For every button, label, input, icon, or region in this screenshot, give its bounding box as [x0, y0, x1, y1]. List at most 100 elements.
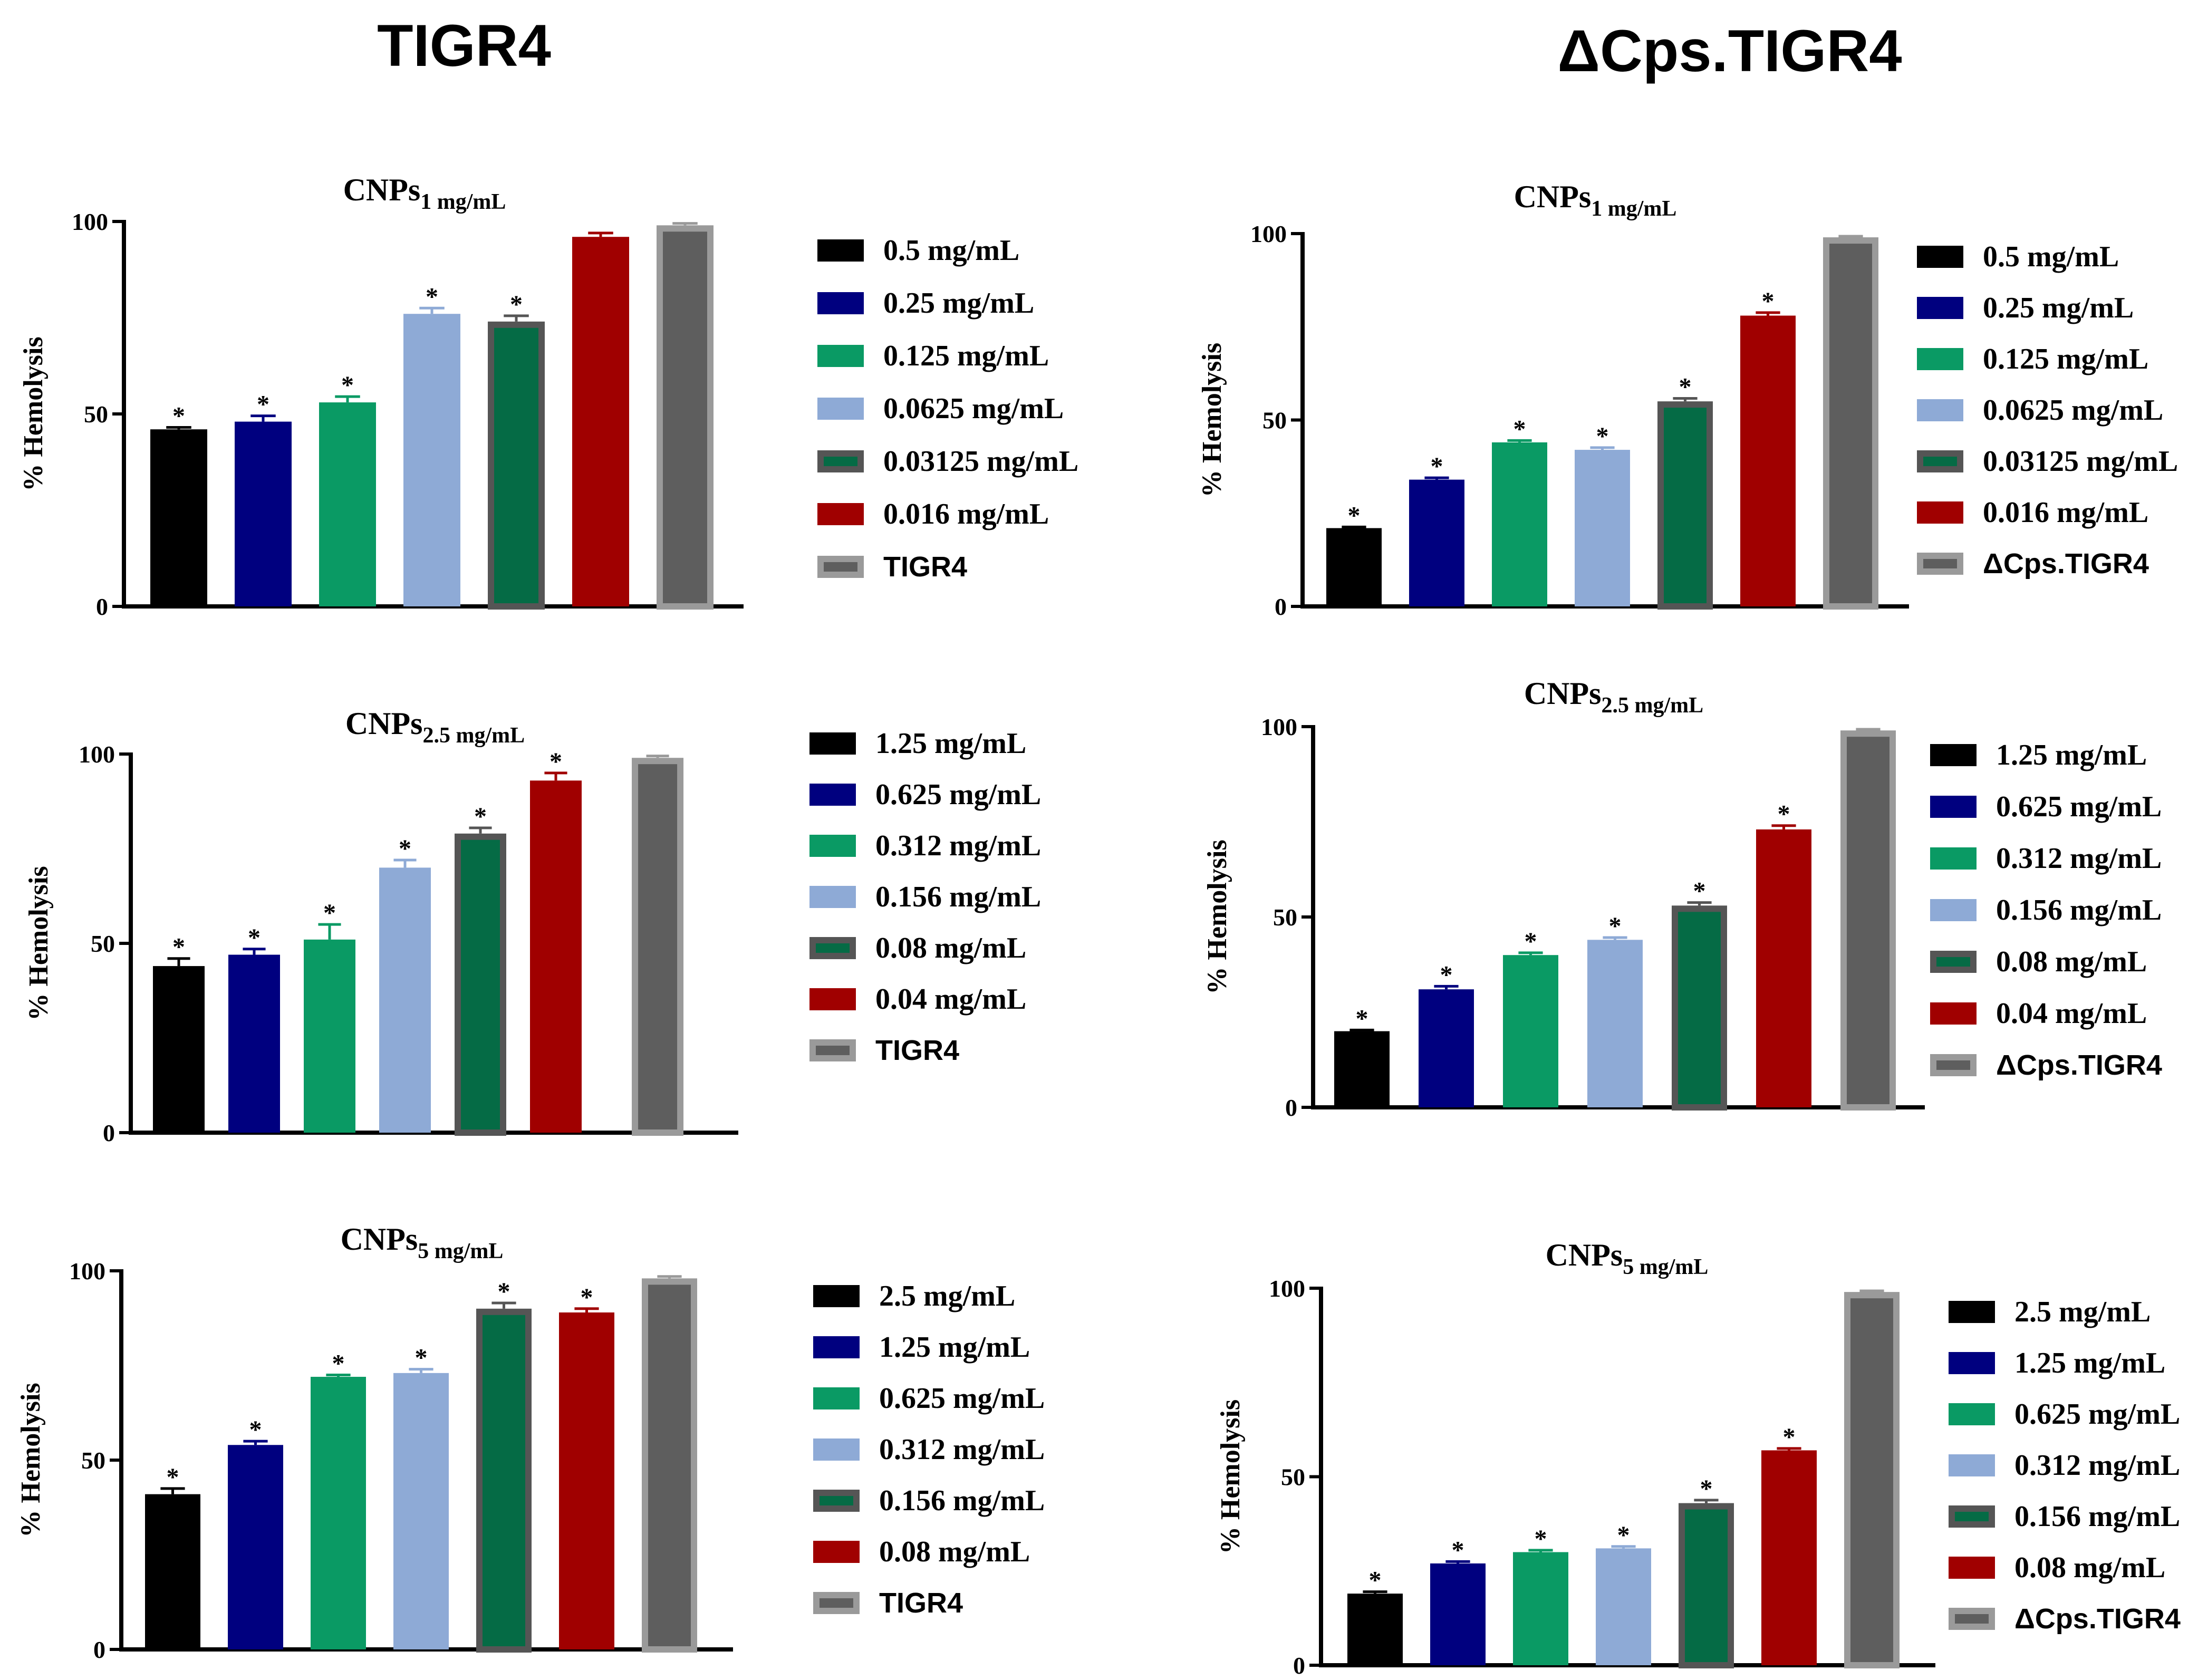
legend-swatch-7	[1917, 553, 1963, 575]
legend-label-5: 0.03125 mg/mL	[1983, 445, 2178, 478]
bar-1	[1347, 1594, 1403, 1665]
significance-star: *	[399, 835, 411, 863]
chart-panel-4: CNPs2.5 mg/mL % Hemolysis 0 50 100 * * * * * * 1.25…	[1202, 676, 2162, 1121]
legend-swatch-5	[1930, 951, 1977, 973]
significance-star: *	[498, 1278, 510, 1306]
legend-swatch-5	[1949, 1505, 1995, 1528]
bar-2	[1419, 989, 1474, 1107]
chart-title-main: CNPs	[1524, 676, 1602, 711]
y-tick-label: 50	[1281, 1464, 1305, 1491]
legend-swatch-7	[813, 1592, 860, 1614]
significance-star: *	[172, 402, 185, 430]
chart-title: CNPs2.5 mg/mL	[1524, 676, 1703, 718]
bar-4	[1587, 940, 1643, 1107]
legend-label-1: 2.5 mg/mL	[2014, 1296, 2151, 1328]
legend-label-7: TIGR4	[883, 551, 967, 583]
significance-star: *	[1452, 1536, 1464, 1564]
significance-star: *	[1609, 912, 1622, 940]
chart-title: CNPs5 mg/mL	[341, 1222, 504, 1263]
chart-panel-6: CNPs5 mg/mL % Hemolysis 0 50 100 * * * * * * 2.5 mg…	[1216, 1238, 2181, 1679]
significance-star: *	[550, 748, 562, 776]
bar-3	[304, 939, 355, 1133]
y-tick-label: 100	[1269, 1275, 1305, 1302]
y-tick-label: 50	[91, 930, 115, 957]
y-axis-label: % Hemolysis	[1216, 1399, 1246, 1554]
significance-star: *	[332, 1349, 345, 1377]
legend-swatch-4	[1917, 399, 1963, 421]
bar-4	[1575, 450, 1630, 606]
legend-label-2: 1.25 mg/mL	[879, 1331, 1030, 1364]
chart-title-main: CNPs	[1514, 179, 1592, 214]
y-axis-label: % Hemolysis	[24, 866, 54, 1020]
bar-4	[1596, 1548, 1651, 1665]
legend-swatch-4	[1930, 899, 1977, 921]
legend-label-7: ΔCps.TIGR4	[1983, 548, 2149, 580]
bar-6	[572, 237, 629, 606]
bar-2	[235, 421, 292, 606]
chart-panel-3: CNPs2.5 mg/mL % Hemolysis 0 50 100 * * * * * * 1.25…	[24, 706, 1041, 1146]
significance-star: *	[1778, 800, 1790, 828]
y-tick-label: 0	[1293, 1652, 1305, 1679]
legend-label-3: 0.625 mg/mL	[879, 1382, 1045, 1415]
legend-swatch-5	[1917, 450, 1963, 472]
bar-2	[1409, 479, 1464, 606]
legend-label-7: ΔCps.TIGR4	[1996, 1049, 2162, 1081]
legend-swatch-3	[813, 1387, 860, 1409]
legend-label-3: 0.312 mg/mL	[1996, 842, 2162, 875]
bar-7	[657, 225, 714, 610]
legend-swatch-6	[813, 1541, 860, 1563]
chart-title-main: CNPs	[1546, 1238, 1623, 1272]
bar-1	[1326, 528, 1382, 606]
chart-title: CNPs2.5 mg/mL	[345, 706, 525, 748]
bar-3	[319, 402, 376, 606]
legend-swatch-7	[1949, 1608, 1995, 1630]
legend-swatch-2	[1930, 796, 1977, 818]
legend-label-2: 0.25 mg/mL	[883, 287, 1034, 320]
legend-swatch-5	[817, 450, 864, 472]
legend-label-4: 0.312 mg/mL	[879, 1433, 1045, 1466]
legend-label-6: 0.04 mg/mL	[1996, 997, 2147, 1030]
legend-swatch-5	[809, 937, 856, 959]
chart-title-subscript: 1 mg/mL	[420, 190, 506, 214]
chart-panel-2: CNPs1 mg/mL % Hemolysis 0 50 100 * * * * * * 0.5 mg…	[1197, 179, 2178, 620]
legend-swatch-2	[809, 784, 856, 806]
significance-star: *	[323, 899, 336, 927]
bar-3	[1503, 955, 1558, 1107]
significance-star: *	[426, 283, 438, 311]
bar-5	[455, 833, 506, 1136]
significance-star: *	[1762, 287, 1775, 315]
bar-5	[1672, 905, 1727, 1111]
legend-label-2: 0.625 mg/mL	[875, 778, 1041, 811]
legend-swatch-4	[817, 398, 864, 420]
chart-title-subscript: 5 mg/mL	[418, 1239, 503, 1263]
bar-7	[632, 758, 684, 1136]
significance-star: *	[172, 933, 185, 961]
legend-swatch-1	[813, 1285, 860, 1307]
legend-label-2: 1.25 mg/mL	[2014, 1347, 2165, 1379]
bar-1	[153, 966, 205, 1133]
y-tick-label: 100	[1261, 713, 1297, 740]
legend-swatch-6	[809, 988, 856, 1010]
legend-swatch-4	[813, 1438, 860, 1461]
column-title-tigr4: TIGR4	[377, 13, 551, 79]
legend-label-3: 0.125 mg/mL	[883, 340, 1049, 372]
chart-panel-1: CNPs1 mg/mL % Hemolysis 0 50 100 * * * * * 0.5 mg/…	[18, 172, 1078, 620]
chart-panels: CNPs 1 mg/mL % Hemolysis 0 50 100 * * * * * 0.5 mg/…	[16, 172, 2181, 1679]
bar-5	[476, 1308, 532, 1653]
legend-swatch-6	[1917, 501, 1963, 524]
legend-label-1: 0.5 mg/mL	[1983, 240, 2119, 273]
significance-star: *	[167, 1463, 179, 1491]
legend-swatch-7	[817, 556, 864, 578]
legend-label-6: 0.08 mg/mL	[879, 1536, 1030, 1568]
y-axis-label: % Hemolysis	[1202, 839, 1232, 994]
legend-label-1: 1.25 mg/mL	[875, 727, 1026, 760]
bar-2	[1430, 1563, 1486, 1665]
bar-7	[1844, 1292, 1900, 1668]
significance-star: *	[1431, 452, 1443, 480]
legend-label-6: 0.016 mg/mL	[883, 498, 1049, 530]
y-tick-label: 0	[1285, 1094, 1297, 1121]
significance-star: *	[1535, 1525, 1547, 1553]
significance-star: *	[415, 1344, 428, 1372]
legend-label-7: TIGR4	[875, 1035, 959, 1066]
